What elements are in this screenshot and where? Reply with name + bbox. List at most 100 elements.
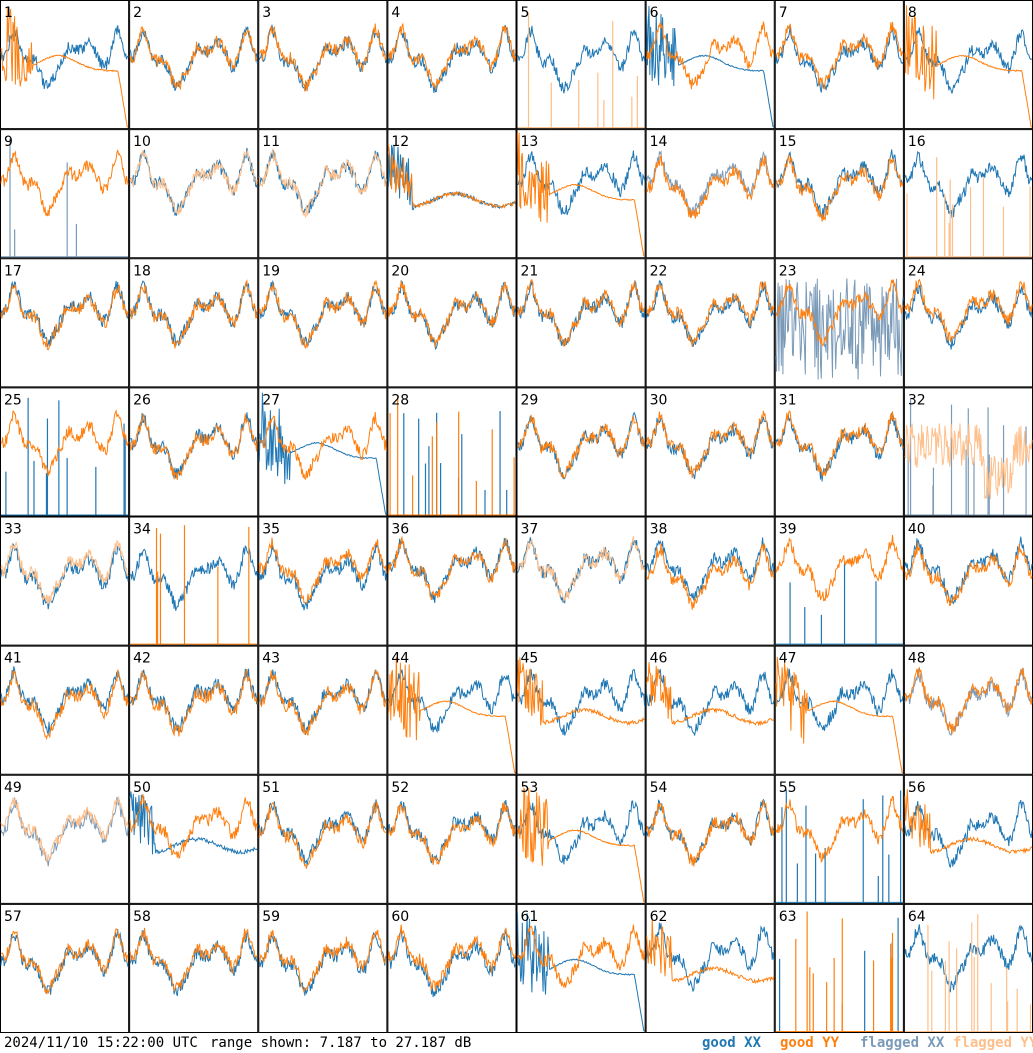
panel-37: 37: [516, 516, 646, 646]
panel-label: 4: [391, 5, 400, 21]
panel-63: 63: [774, 903, 904, 1033]
panel-frame: [258, 258, 388, 388]
panel-28: 28: [387, 387, 517, 517]
timestamp: 2024/11/10 15:22:00 UTC: [4, 1035, 198, 1051]
yy-line: [517, 279, 646, 347]
panel-14: 14: [645, 129, 775, 259]
panel-frame: [387, 0, 517, 130]
legend-flagged-yy: flagged YY: [953, 1035, 1033, 1051]
xx-line: [129, 930, 258, 997]
xx-line: [904, 150, 1033, 219]
panel-label: 37: [521, 522, 539, 538]
yy-line: [387, 802, 516, 866]
panel-frame: [129, 516, 259, 646]
panel-label: 32: [908, 392, 926, 408]
panel-label: 17: [4, 263, 22, 279]
panel-frame: [258, 645, 388, 775]
yy-line: [129, 150, 258, 215]
panel-frame: [774, 387, 904, 517]
panel-label: 51: [262, 780, 280, 796]
panel-4: 4: [387, 0, 517, 130]
panel-27: 27: [258, 387, 388, 517]
panel-13: 13: [516, 129, 646, 259]
panel-label: 10: [133, 134, 151, 150]
panel-label: 14: [650, 134, 668, 150]
panel-label: 29: [521, 392, 539, 408]
panel-frame: [129, 0, 259, 130]
panel-label: 56: [908, 780, 926, 796]
panel-18: 18: [129, 258, 259, 388]
panel-frame: [516, 645, 646, 775]
xx-line: [0, 24, 129, 90]
yy-line: [904, 667, 1033, 735]
panel-8: 8: [903, 0, 1033, 130]
panel-label: 12: [391, 134, 409, 150]
panel-label: 34: [133, 522, 151, 538]
panel-frame: [387, 903, 517, 1033]
panel-30: 30: [645, 387, 775, 517]
panel-10: 10: [129, 129, 259, 259]
yy-line: [0, 7, 129, 128]
panel-frame: [258, 129, 388, 259]
yy-line: [0, 669, 129, 741]
xx-line: [646, 922, 775, 993]
panel-38: 38: [645, 516, 775, 646]
panel-label: 62: [650, 909, 668, 925]
panel-label: 20: [391, 263, 409, 279]
panel-6: 6: [645, 0, 775, 130]
panel-frame: [387, 387, 517, 517]
xx-line: [388, 929, 516, 998]
panel-frame: [129, 645, 259, 775]
panel-frame: [645, 903, 775, 1033]
panel-60: 60: [387, 903, 517, 1033]
panel-label: 39: [779, 522, 797, 538]
panel-label: 23: [779, 263, 797, 279]
panel-22: 22: [645, 258, 775, 388]
panel-11: 11: [258, 129, 388, 259]
yy-line: [0, 539, 129, 605]
yy-line: [387, 280, 516, 348]
panel-frame: [258, 387, 388, 517]
yy-line: [904, 5, 1032, 128]
legend-flagged-xx: flagged XX: [860, 1035, 945, 1051]
panel-label: 50: [133, 780, 151, 796]
xx-line: [646, 5, 774, 128]
panel-frame: [516, 903, 646, 1033]
panel-label: 41: [4, 651, 22, 667]
xx-line: [258, 932, 387, 996]
panel-24: 24: [903, 258, 1033, 388]
panel-label: 44: [391, 651, 409, 667]
panel-frame: [0, 903, 130, 1033]
panel-frame: [516, 387, 646, 517]
panel-44: 44: [387, 645, 517, 775]
panel-frame: [774, 258, 904, 388]
panel-frame: [129, 903, 259, 1033]
xx-line: [904, 924, 1033, 993]
panel-label: 16: [908, 134, 926, 150]
yy-line: [646, 153, 774, 219]
yy-line: [775, 154, 904, 222]
panel-frame: [645, 387, 775, 517]
panel-label: 36: [391, 522, 409, 538]
panel-25: 25: [0, 387, 130, 517]
panel-9: 9: [0, 129, 130, 259]
panel-frame: [645, 129, 775, 259]
panel-label: 33: [4, 522, 22, 538]
panel-48: 48: [903, 645, 1033, 775]
panel-label: 9: [4, 134, 13, 150]
panel-frame: [516, 774, 646, 904]
panel-label: 59: [262, 909, 280, 925]
xx-line: [0, 666, 129, 736]
xx-line: [646, 150, 775, 218]
panel-label: 42: [133, 651, 151, 667]
yy-line: [129, 413, 258, 481]
yy-line: [258, 279, 387, 349]
panel-3: 3: [258, 0, 388, 130]
panel-frame: [258, 0, 388, 130]
panel-frame: [387, 645, 517, 775]
xx-line: [387, 799, 516, 865]
panel-label: 27: [262, 392, 280, 408]
panel-51: 51: [258, 774, 388, 904]
panel-label: 58: [133, 909, 151, 925]
